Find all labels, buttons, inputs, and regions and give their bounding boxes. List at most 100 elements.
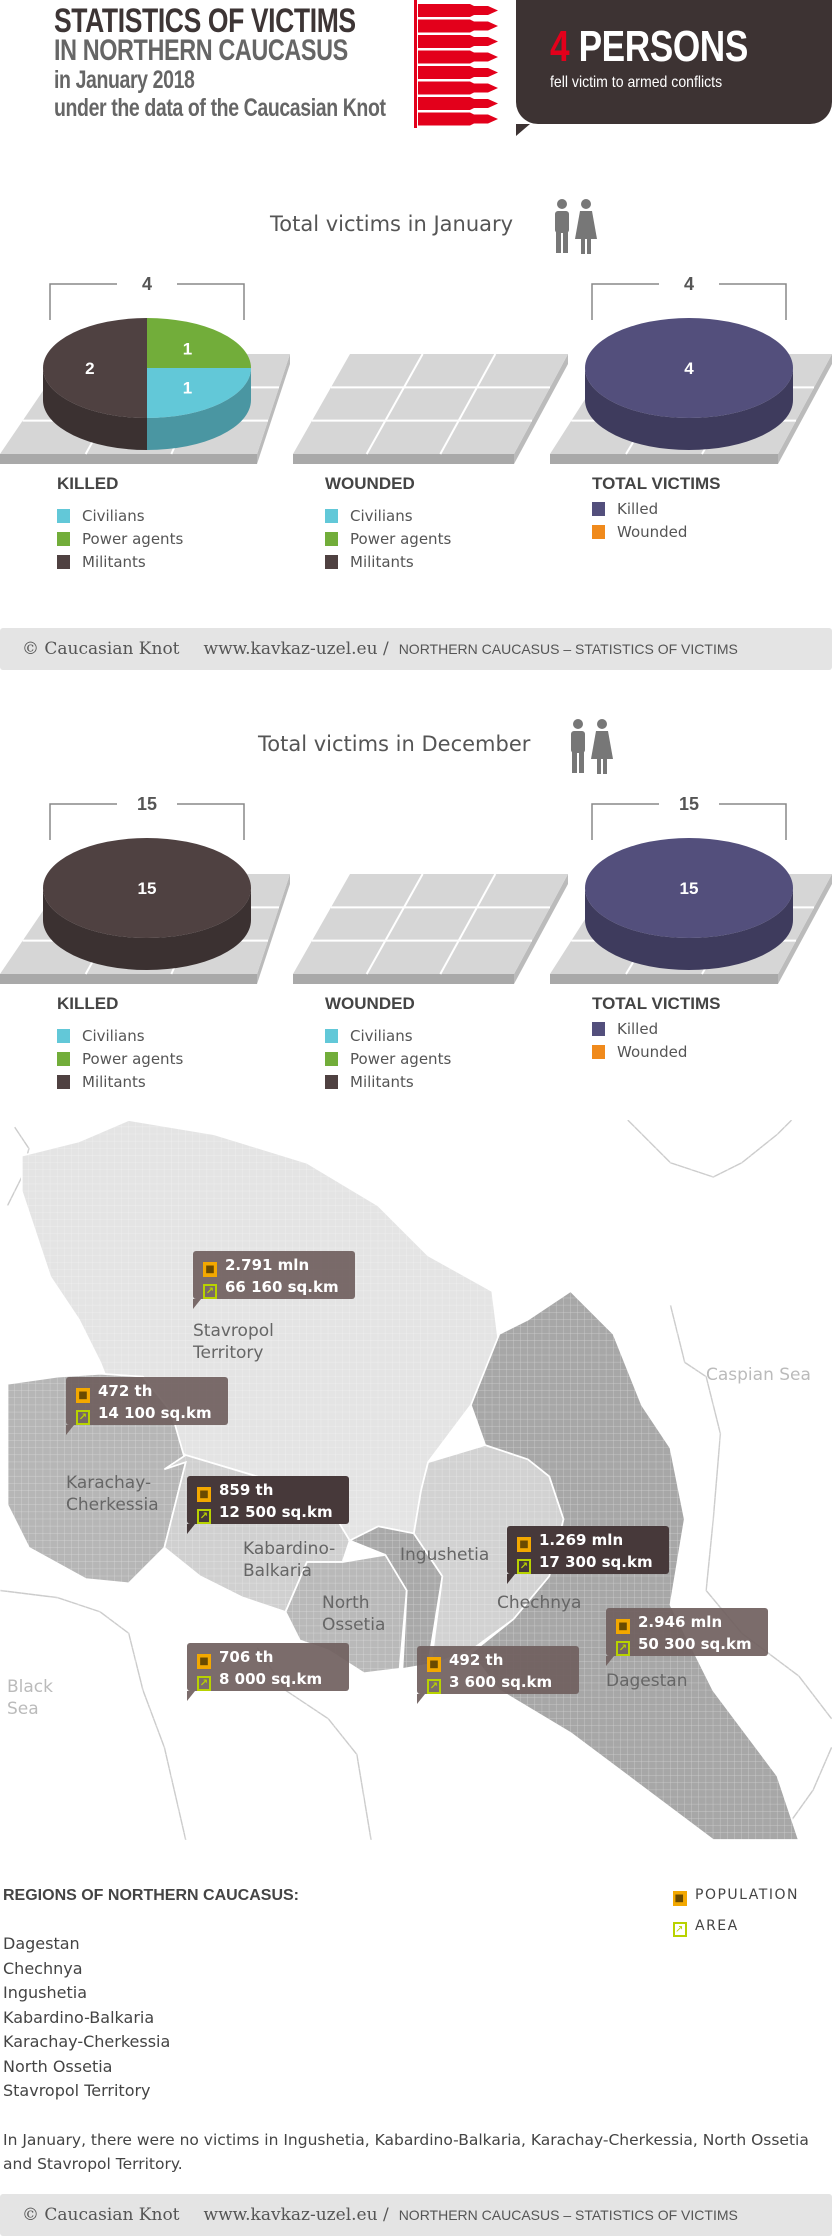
population-value: 1.269 mln [539,1531,624,1549]
area-value: 17 300 sq.km [539,1553,653,1571]
legend-title-wounded: WOUNDED [325,474,415,493]
no-victims-note: In January, there were no victims in Ing… [3,2131,809,2173]
legend-swatch [325,1052,338,1066]
title-line4: under the data of the Caucasian Knot [54,94,386,122]
population-icon: ■ [616,1619,630,1634]
legend-item: Militants [325,553,414,571]
area-icon: ↗ [197,1676,211,1691]
legend-title-killed: KILLED [57,474,119,493]
population-value: 2.791 mln [225,1256,310,1274]
pie-side-civilians [147,368,251,450]
area-icon: ↗ [197,1509,211,1524]
population-icon: ■ [427,1657,441,1672]
population-icon: ■ [197,1487,211,1502]
title-line1: STATISTICS OF VICTIMS [54,2,356,40]
label-north-ossetia: North Ossetia [322,1593,386,1635]
legend-title-total: TOTAL VICTIMS [592,474,721,493]
total-label: 15 [137,794,157,814]
legend-item: Wounded [592,1043,687,1061]
pie-side-militants [43,368,147,450]
legend-item: Power agents [57,1050,183,1068]
region-info-box: ■ 492 th ↗ 3 600 sq.km [417,1646,579,1704]
section-title: Total victims in December [258,732,531,756]
legend-area: ↗ AREA [673,1918,739,1937]
summary-bubble: 4 PERSONS fell victim to armed conflicts [516,0,832,136]
region-list-item: Ingushetia [3,1983,87,2002]
region-info-box: ■ 706 th ↗ 8 000 sq.km [187,1643,349,1701]
region-list-item: Karachay-Cherkessia [3,2032,171,2051]
legend-swatch [57,1052,70,1066]
population-value: 859 th [219,1481,274,1499]
legend-item: Killed [592,500,658,518]
total-label: 4 [684,274,694,294]
footer-site-link[interactable]: www.kavkaz-uzel.eu / [203,2205,389,2225]
legend-item: Wounded [592,523,687,541]
victim-count-label: PERSONS [578,22,749,71]
population-icon: ■ [517,1537,531,1552]
pie-side-killed [585,368,793,450]
legend-item: Power agents [57,530,183,548]
area-icon: ↗ [427,1679,441,1694]
area-icon: ↗ [673,1922,687,1937]
legend-item: Militants [57,1073,146,1091]
legend-swatch [592,1045,605,1059]
map: ■ 2.791 mln ↗ 66 160 sq.km ■ 472 th ↗ 14 100 sq… [0,1119,832,1841]
legend-swatch [592,502,605,516]
population-icon: ■ [673,1891,687,1906]
legend-swatch [57,555,70,569]
slice-value-label: 4 [684,359,694,378]
pie-side-killed [585,888,793,970]
label-black-sea: Black Sea [7,1677,53,1719]
region-info-box: ■ 472 th ↗ 14 100 sq.km [66,1377,228,1435]
legend-item: Militants [325,1073,414,1091]
footer-caption: NORTHERN CAUCASUS – STATISTICS OF VICTIM… [398,641,738,657]
legend-swatch [57,532,70,546]
legend-swatch [325,509,338,523]
legend-swatch [325,532,338,546]
legend-swatch [325,1029,338,1043]
legend-population: ■ POPULATION [673,1887,799,1906]
pie-slice-civilians [147,368,251,418]
legend-item: Civilians [57,507,145,525]
population-value: 706 th [219,1648,274,1666]
footer-copyright: © Caucasian Knot [22,2205,180,2225]
bullets-icon [414,0,498,128]
label-karachay-cherkessia: Karachay- Cherkessia [66,1473,159,1515]
pie-slice-killed [585,318,793,418]
people-icon [571,719,613,774]
legend-item: Civilians [57,1027,145,1045]
area-value: 14 100 sq.km [98,1404,212,1422]
pie-slice-militants [43,318,147,418]
footer-band-bottom: © Caucasian Knot www.kavkaz-uzel.eu / NO… [0,2194,832,2236]
region-list-item: Stavropol Territory [3,2081,151,2100]
legend-swatch [57,1075,70,1089]
slice-value-label: 1 [183,378,192,397]
legend-item: Civilians [325,507,413,525]
population-icon: ■ [203,1262,217,1277]
people-icon [555,199,597,254]
area-icon: ↗ [76,1410,90,1425]
legend-swatch [592,525,605,539]
bullet-icon [418,112,498,126]
legend-item: Power agents [325,1050,451,1068]
region-info-box: ■ 1.269 mln ↗ 17 300 sq.km [507,1526,669,1584]
total-bracket [49,803,245,840]
slice-value-label: 15 [680,879,699,898]
grid-platform [293,873,568,984]
total-label: 4 [142,274,152,294]
chart-row: 4 1 1 2 4 4 [0,274,832,464]
bullet-icon [418,81,498,95]
region-list-item: Kabardino-Balkaria [3,2007,155,2027]
pie-slice-killed [585,838,793,938]
total-bracket [591,803,787,840]
legend-swatch [57,509,70,523]
label-chechnya: Chechnya [497,1593,582,1613]
label-caspian-sea: Caspian Sea [706,1365,811,1385]
bullet-icon [418,19,498,33]
total-bracket [591,283,787,320]
legend-swatch [592,1022,605,1036]
footer-site-link[interactable]: www.kavkaz-uzel.eu / [203,639,389,659]
legend-swatch [325,555,338,569]
label-ingushetia: Ingushetia [400,1545,490,1565]
region-info-box: ■ 2.791 mln ↗ 66 160 sq.km [193,1251,355,1309]
